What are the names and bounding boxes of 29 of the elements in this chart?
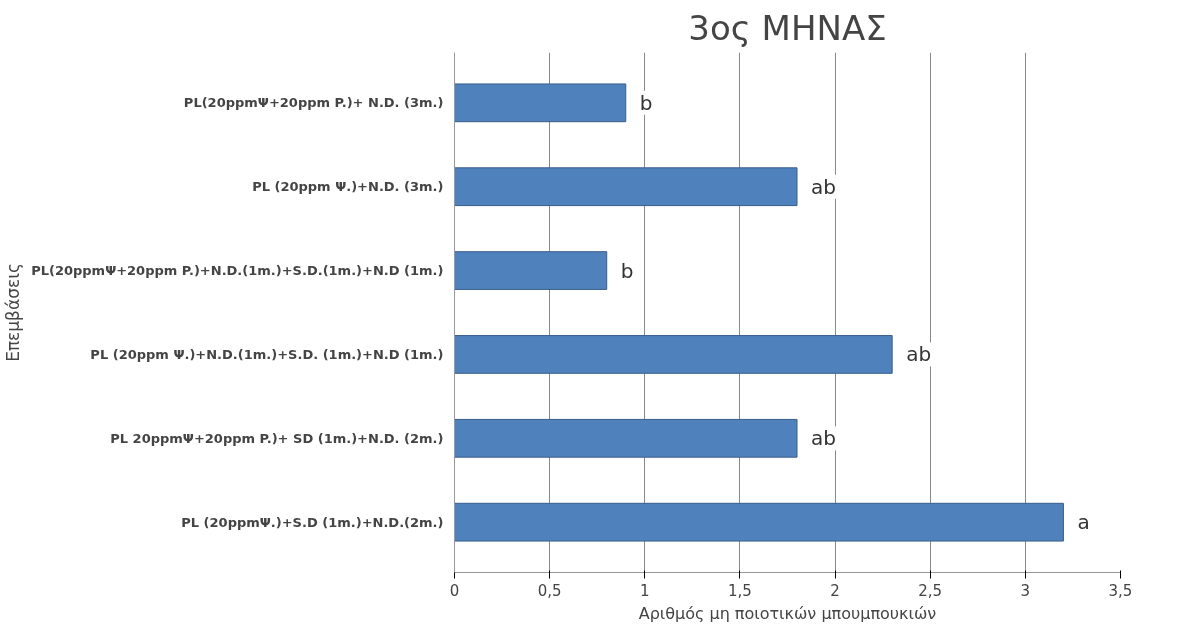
bar bbox=[454, 83, 627, 123]
bar bbox=[454, 167, 798, 207]
bar bbox=[454, 502, 1064, 542]
chart-title: 3ος ΜΗΝΑΣ bbox=[688, 7, 887, 48]
bar bbox=[454, 418, 798, 458]
y-tick-label: PL 20ppmΨ+20ppm P.)+ SD (1m.)+N.D. (2m.) bbox=[110, 430, 444, 446]
y-tick-label: PL(20ppmΨ+20ppm P.)+N.D.(1m.)+S.D.(1m.)+N.D (1m.) bbox=[31, 263, 444, 279]
x-tick-label: 2 bbox=[830, 581, 840, 600]
bar bbox=[454, 335, 893, 374]
annotation: a bbox=[1077, 510, 1090, 535]
y-tick-label: PL (20ppmΨ.)+S.D (1m.)+N.D.(2m.) bbox=[181, 514, 444, 530]
annotation: ab bbox=[811, 426, 836, 451]
annotation: b bbox=[620, 258, 634, 283]
annotation: b bbox=[639, 90, 653, 115]
annotation: ab bbox=[906, 342, 932, 367]
x-tick-label: 0,5 bbox=[537, 581, 562, 600]
x-tick-label: 1 bbox=[640, 581, 650, 600]
x-tick-label: 3 bbox=[1020, 581, 1031, 600]
y-tick-label: PL (20ppm Ψ.)+N.D. (3m.) bbox=[252, 179, 444, 195]
x-tick-label: 3,5 bbox=[1108, 581, 1133, 600]
bar bbox=[454, 251, 608, 290]
y-tick-label: PL(20ppmΨ+20ppm P.)+ N.D. (3m.) bbox=[183, 95, 444, 111]
x-axis-title: Αριθμός μη ποιοτικών μπουμπουκιών bbox=[638, 603, 937, 623]
x-tick-label: 0 bbox=[449, 581, 460, 600]
annotation: ab bbox=[811, 174, 836, 199]
y-axis-title: Επεμβάσεις bbox=[3, 263, 24, 362]
x-tick-label: 2,5 bbox=[918, 581, 943, 600]
y-tick-label: PL (20ppm Ψ.)+N.D.(1m.)+S.D. (1m.)+N.D (1m.) bbox=[90, 346, 444, 362]
x-tick-label: 1,5 bbox=[728, 581, 752, 600]
